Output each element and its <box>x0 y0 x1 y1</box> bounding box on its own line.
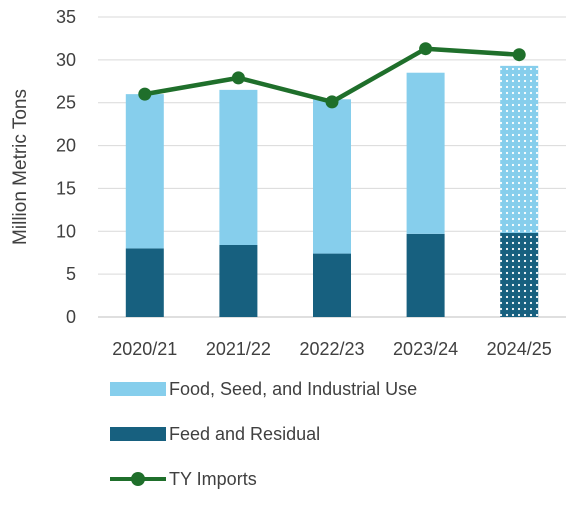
y-tick-0: 0 <box>66 307 76 327</box>
bar-feed-and-residual-2020-21 <box>125 248 164 317</box>
y-tick-35: 35 <box>56 7 76 27</box>
x-tick-2021-22: 2021/22 <box>206 339 271 359</box>
y-axis-label: Million Metric Tons <box>10 89 31 245</box>
y-tick-30: 30 <box>56 50 76 70</box>
bar-feed-and-residual-2022-23 <box>313 253 351 317</box>
legend-item-feed-residual: Feed and Residual <box>110 423 570 445</box>
bar-food-seed-and-industrial-use-2021-22 <box>219 89 258 245</box>
legend-swatch-food-seed-industrial <box>110 382 166 396</box>
bar-food-seed-and-industrial-use-2020-21 <box>125 94 164 249</box>
legend-label-feed-residual: Feed and Residual <box>169 423 321 444</box>
bars <box>125 65 539 317</box>
point-ty-imports-2023-24 <box>419 42 433 56</box>
point-ty-imports-2021-22 <box>231 71 245 85</box>
legend-swatch-feed-residual <box>110 427 166 441</box>
bar-food-seed-and-industrial-use-2023-24 <box>406 72 445 234</box>
y-tick-10: 10 <box>56 221 76 241</box>
x-tick-2023-24: 2023/24 <box>393 339 458 359</box>
point-ty-imports-2024-25 <box>512 48 526 62</box>
legend: Food, Seed, and Industrial Use Feed and … <box>110 378 570 513</box>
y-tick-15: 15 <box>56 178 76 198</box>
x-tick-labels: 2020/21 2021/22 2022/23 2023/24 2024/25 <box>112 339 551 359</box>
y-tick-labels: 0 5 10 15 20 25 30 35 <box>56 7 76 327</box>
point-ty-imports-2020-21 <box>138 87 152 101</box>
y-tick-5: 5 <box>66 264 76 284</box>
chart: 0 5 10 15 20 25 30 35 Million Metric Tons 2020/… <box>10 7 566 359</box>
bar-feed-and-residual-2024-25 <box>500 233 539 317</box>
bar-food-seed-and-industrial-use-2024-25 <box>500 65 539 233</box>
x-tick-2020-21: 2020/21 <box>112 339 177 359</box>
bar-food-seed-and-industrial-use-2022-23 <box>313 99 351 254</box>
x-tick-2022-23: 2022/23 <box>299 339 364 359</box>
y-tick-20: 20 <box>56 136 76 156</box>
bar-feed-and-residual-2021-22 <box>219 245 258 317</box>
ty-imports-line <box>138 42 526 109</box>
legend-item-ty-imports: TY Imports <box>110 468 570 490</box>
legend-item-food-seed-industrial: Food, Seed, and Industrial Use <box>110 378 570 400</box>
x-tick-2024-25: 2024/25 <box>487 339 552 359</box>
legend-label-ty-imports: TY Imports <box>169 468 257 489</box>
legend-label-food-seed-industrial: Food, Seed, and Industrial Use <box>169 378 418 399</box>
bar-feed-and-residual-2023-24 <box>406 233 445 317</box>
point-ty-imports-2022-23 <box>325 95 339 109</box>
legend-swatch-ty-imports <box>110 468 166 490</box>
line-ty-imports <box>142 46 522 105</box>
y-tick-25: 25 <box>56 93 76 113</box>
